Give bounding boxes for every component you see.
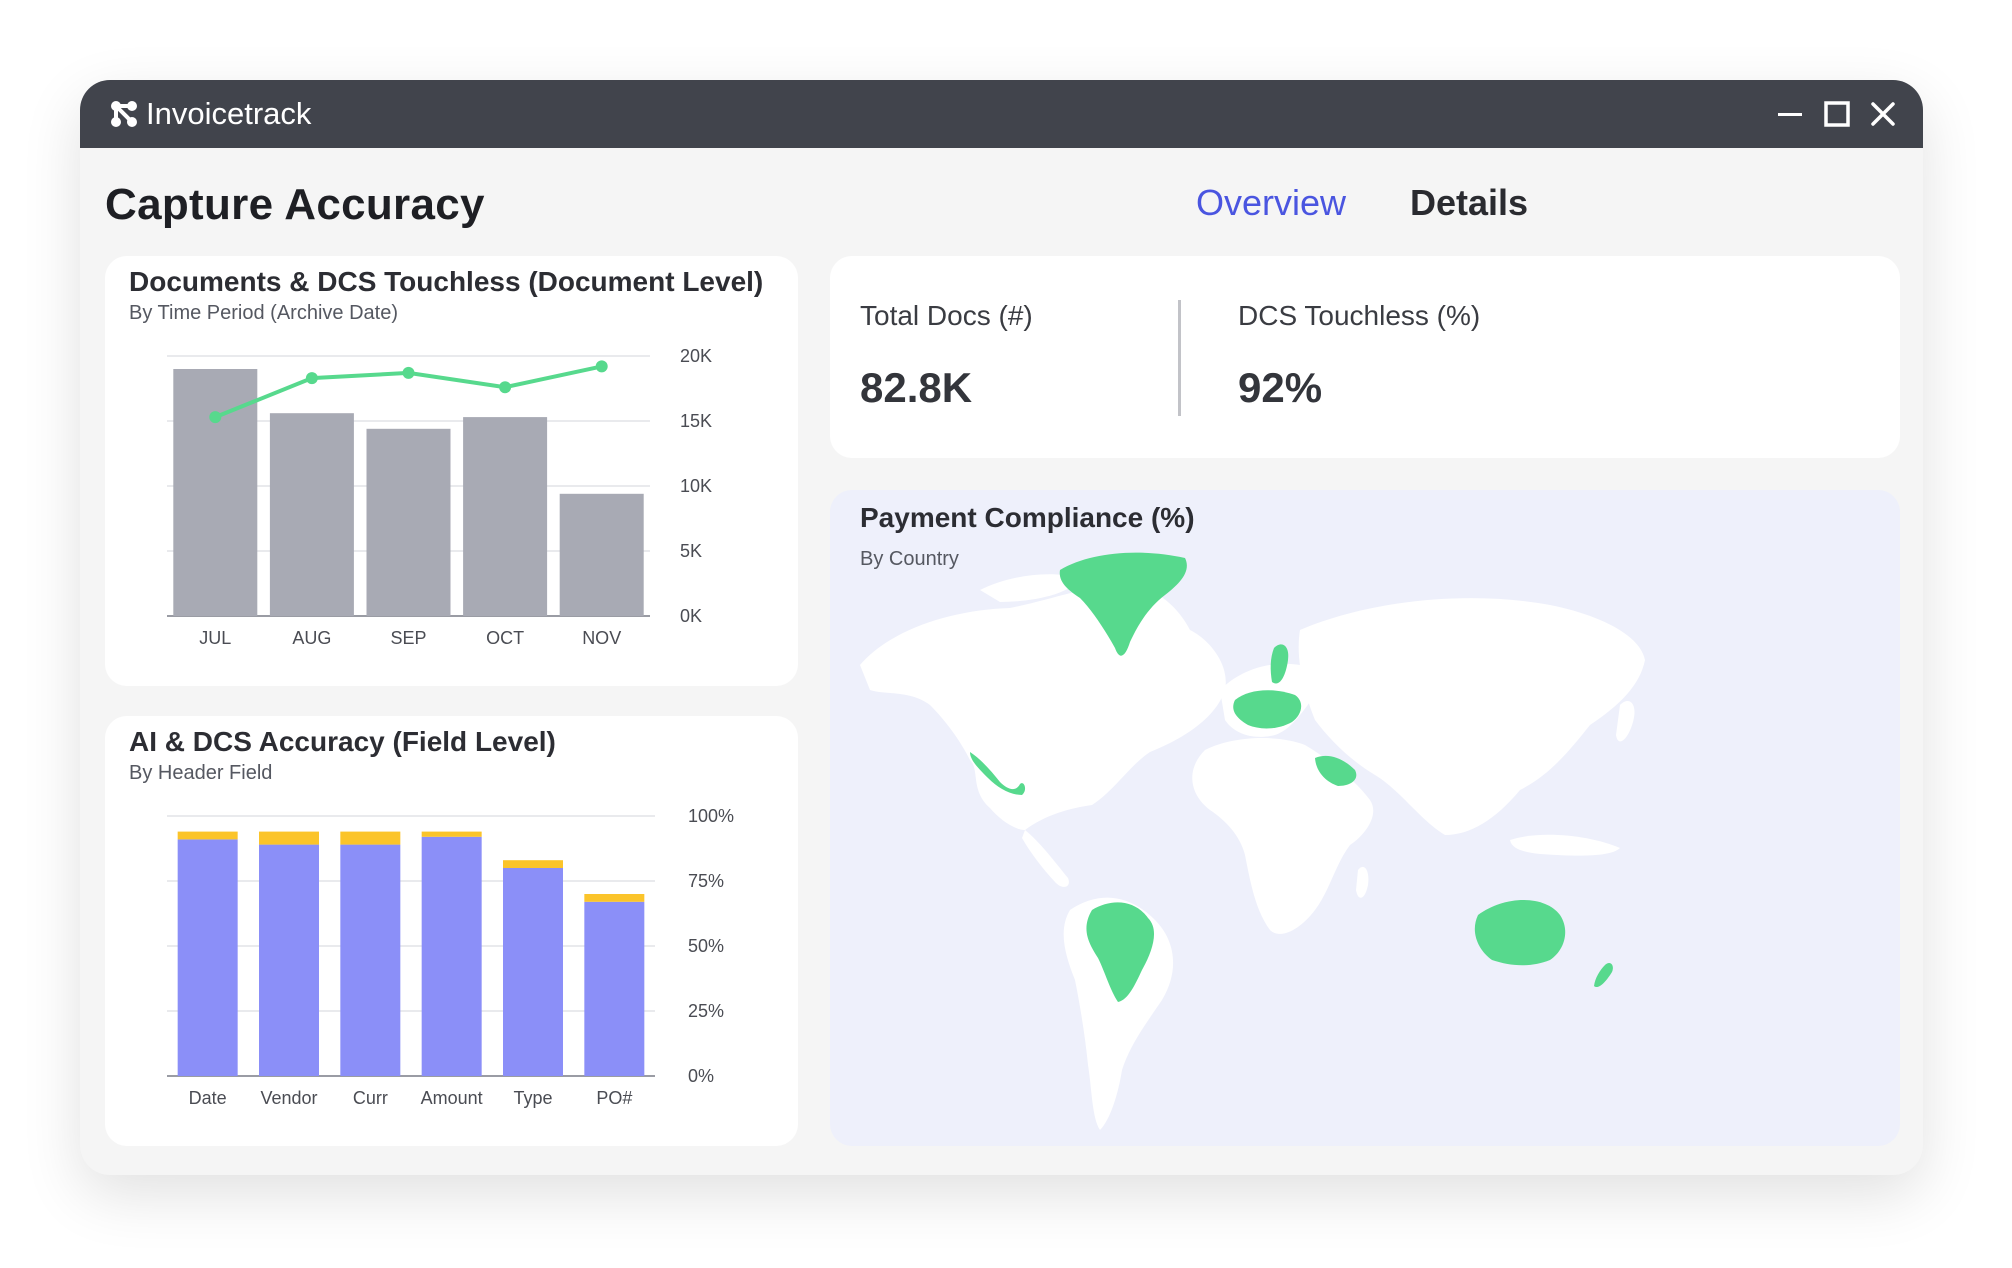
x-tick-label: OCT <box>486 628 524 648</box>
dcs-accuracy-bar <box>584 894 645 902</box>
total-docs-value: 82.8K <box>860 364 973 411</box>
highlighted-countries <box>970 552 1613 1002</box>
payment-compliance-title: Payment Compliance (%) <box>860 502 1195 533</box>
new-zealand-shape <box>1594 962 1613 988</box>
documents-chart-card: Documents & DCS Touchless (Document Leve… <box>105 256 798 686</box>
x-tick-label: AUG <box>292 628 331 648</box>
app-title: Invoicetrack <box>146 96 312 131</box>
australia-shape <box>1474 900 1566 966</box>
greenland-shape <box>1059 552 1187 656</box>
dcs-accuracy-bar <box>259 831 319 845</box>
dcs-accuracy-bar <box>340 831 401 845</box>
line-point <box>499 381 512 394</box>
close-icon[interactable] <box>1867 98 1899 130</box>
documents-chart-subtitle: By Time Period (Archive Date) <box>129 302 398 324</box>
line-point <box>209 411 222 424</box>
y-tick-label: 20K <box>680 346 712 366</box>
y-tick-label: 50% <box>688 936 724 956</box>
x-tick-label: Type <box>513 1088 552 1108</box>
arctic-islands-shape <box>980 574 1080 602</box>
dcs-accuracy-bar <box>177 831 238 840</box>
x-tick-label: Amount <box>421 1088 483 1108</box>
ai-accuracy-bar <box>503 868 563 1076</box>
world-map <box>860 552 1645 1130</box>
app-window: Invoicetrack Capture Accuracy Overview D… <box>80 80 1923 1175</box>
y-tick-label: 0% <box>688 1066 714 1086</box>
tab-details[interactable]: Details <box>1410 182 1529 223</box>
x-tick-label: JUL <box>199 628 231 648</box>
title-bar: Invoicetrack <box>80 80 1923 148</box>
north-america-shape <box>860 582 1226 830</box>
accuracy-chart-title: AI & DCS Accuracy (Field Level) <box>129 726 556 757</box>
bar <box>269 413 354 616</box>
iceland-shape <box>1175 637 1196 650</box>
dcs-accuracy-bar <box>503 860 563 868</box>
maximize-icon[interactable] <box>1821 98 1853 130</box>
bar <box>366 428 451 616</box>
y-tick-label: 0K <box>680 606 702 626</box>
dcs-touchless-value: 92% <box>1238 364 1323 411</box>
bar <box>559 493 644 616</box>
central-america-shape <box>1022 830 1069 887</box>
finland-shape <box>1270 644 1289 684</box>
x-tick-label: Date <box>189 1088 227 1108</box>
bar <box>173 369 258 616</box>
x-tick-label: SEP <box>390 628 426 648</box>
asia-shape <box>1298 598 1645 835</box>
europe-highlight-shape <box>1233 690 1302 729</box>
madagascar-shape <box>1356 866 1369 898</box>
bar <box>463 417 548 616</box>
world-land <box>860 574 1645 1130</box>
accuracy-chart-card: AI & DCS Accuracy (Field Level) By Heade… <box>105 716 798 1146</box>
documents-chart-title: Documents & DCS Touchless (Document Leve… <box>129 266 764 297</box>
line-point <box>402 366 415 379</box>
x-tick-label: PO# <box>596 1088 632 1108</box>
minimize-icon[interactable] <box>1774 98 1806 130</box>
saudi-arabia-shape <box>1315 755 1357 786</box>
accuracy-chart: 0% 25% 50% 75% 100% Date Vendor Curr Amount Type P… <box>167 806 734 1108</box>
ai-accuracy-bar <box>177 839 238 1076</box>
y-tick-label: 15K <box>680 411 712 431</box>
y-tick-label: 100% <box>688 806 734 826</box>
line-point <box>595 360 608 373</box>
uk-shape <box>1210 670 1223 697</box>
dcs-touchless-label: DCS Touchless (%) <box>1238 300 1481 331</box>
payment-compliance-card: Payment Compliance (%) By Country <box>830 490 1900 1146</box>
ai-accuracy-bar <box>340 844 401 1076</box>
brazil-shape <box>1086 902 1155 1002</box>
x-tick-label: NOV <box>582 628 621 648</box>
documents-chart: 0K 5K 10K 15K 20K JUL AUG SEP OCT NOV <box>167 346 712 648</box>
southeast-asia-shape <box>1510 834 1620 856</box>
kpi-divider <box>1178 300 1181 416</box>
invoicetrack-logo-icon <box>111 101 137 127</box>
page-title: Capture Accuracy <box>105 180 485 229</box>
y-tick-label: 25% <box>688 1001 724 1021</box>
dcs-accuracy-bar <box>421 831 482 837</box>
x-tick-label: Curr <box>353 1088 388 1108</box>
line-point <box>305 372 318 385</box>
tab-overview[interactable]: Overview <box>1196 182 1347 223</box>
japan-shape <box>1616 701 1635 742</box>
y-tick-label: 75% <box>688 871 724 891</box>
kpi-card: Total Docs (#) 82.8K DCS Touchless (%) 9… <box>830 256 1900 458</box>
y-tick-label: 5K <box>680 541 702 561</box>
ai-accuracy-bar <box>259 844 319 1076</box>
mexico-shape <box>970 752 1026 795</box>
accuracy-chart-subtitle: By Header Field <box>129 762 273 784</box>
x-tick-label: Vendor <box>260 1088 317 1108</box>
africa-shape <box>1192 738 1374 934</box>
ai-accuracy-bar <box>421 836 482 1076</box>
y-tick-label: 10K <box>680 476 712 496</box>
ai-accuracy-bar <box>584 901 645 1076</box>
total-docs-label: Total Docs (#) <box>860 300 1033 331</box>
payment-compliance-subtitle: By Country <box>860 548 959 570</box>
